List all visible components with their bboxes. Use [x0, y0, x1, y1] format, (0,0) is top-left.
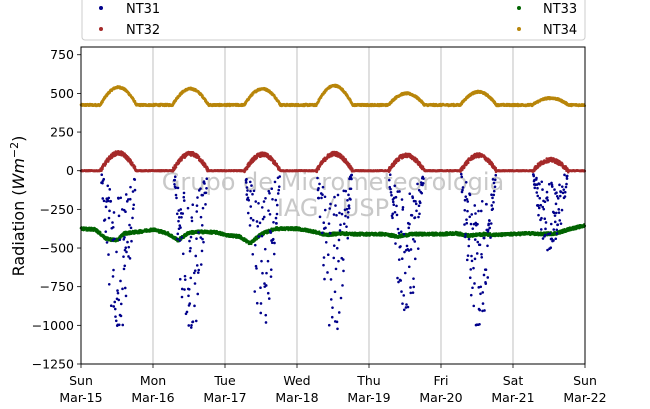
legend-label-nt32: NT32	[126, 23, 160, 38]
legend-label-nt33: NT33	[543, 2, 577, 17]
nt32-point	[494, 166, 498, 170]
nt32-point	[397, 158, 401, 162]
legend: NT31 NT32 NT33 NT34	[81, 0, 586, 41]
legend-marker-nt32	[99, 27, 103, 31]
nt32-point	[197, 155, 201, 159]
watermark-line-2: IAG / USP	[277, 194, 389, 222]
legend-frame	[81, 0, 586, 41]
nt33-point	[98, 230, 102, 234]
legend-marker-nt31	[99, 6, 103, 10]
series-points	[79, 83, 587, 331]
legend-label-nt34: NT34	[543, 23, 577, 38]
grid-lines	[152, 47, 514, 364]
nt32-point	[174, 165, 178, 169]
legend-marker-nt34	[517, 27, 521, 31]
watermark-line-1: Grupo de Micrometeorologia	[162, 168, 504, 196]
nt32-point	[466, 161, 470, 165]
nt32-point	[133, 165, 137, 169]
watermark: Grupo de Micrometeorologia IAG / USP	[162, 168, 504, 222]
legend-marker-nt33	[517, 6, 521, 10]
legend-label-nt31: NT31	[126, 2, 160, 17]
